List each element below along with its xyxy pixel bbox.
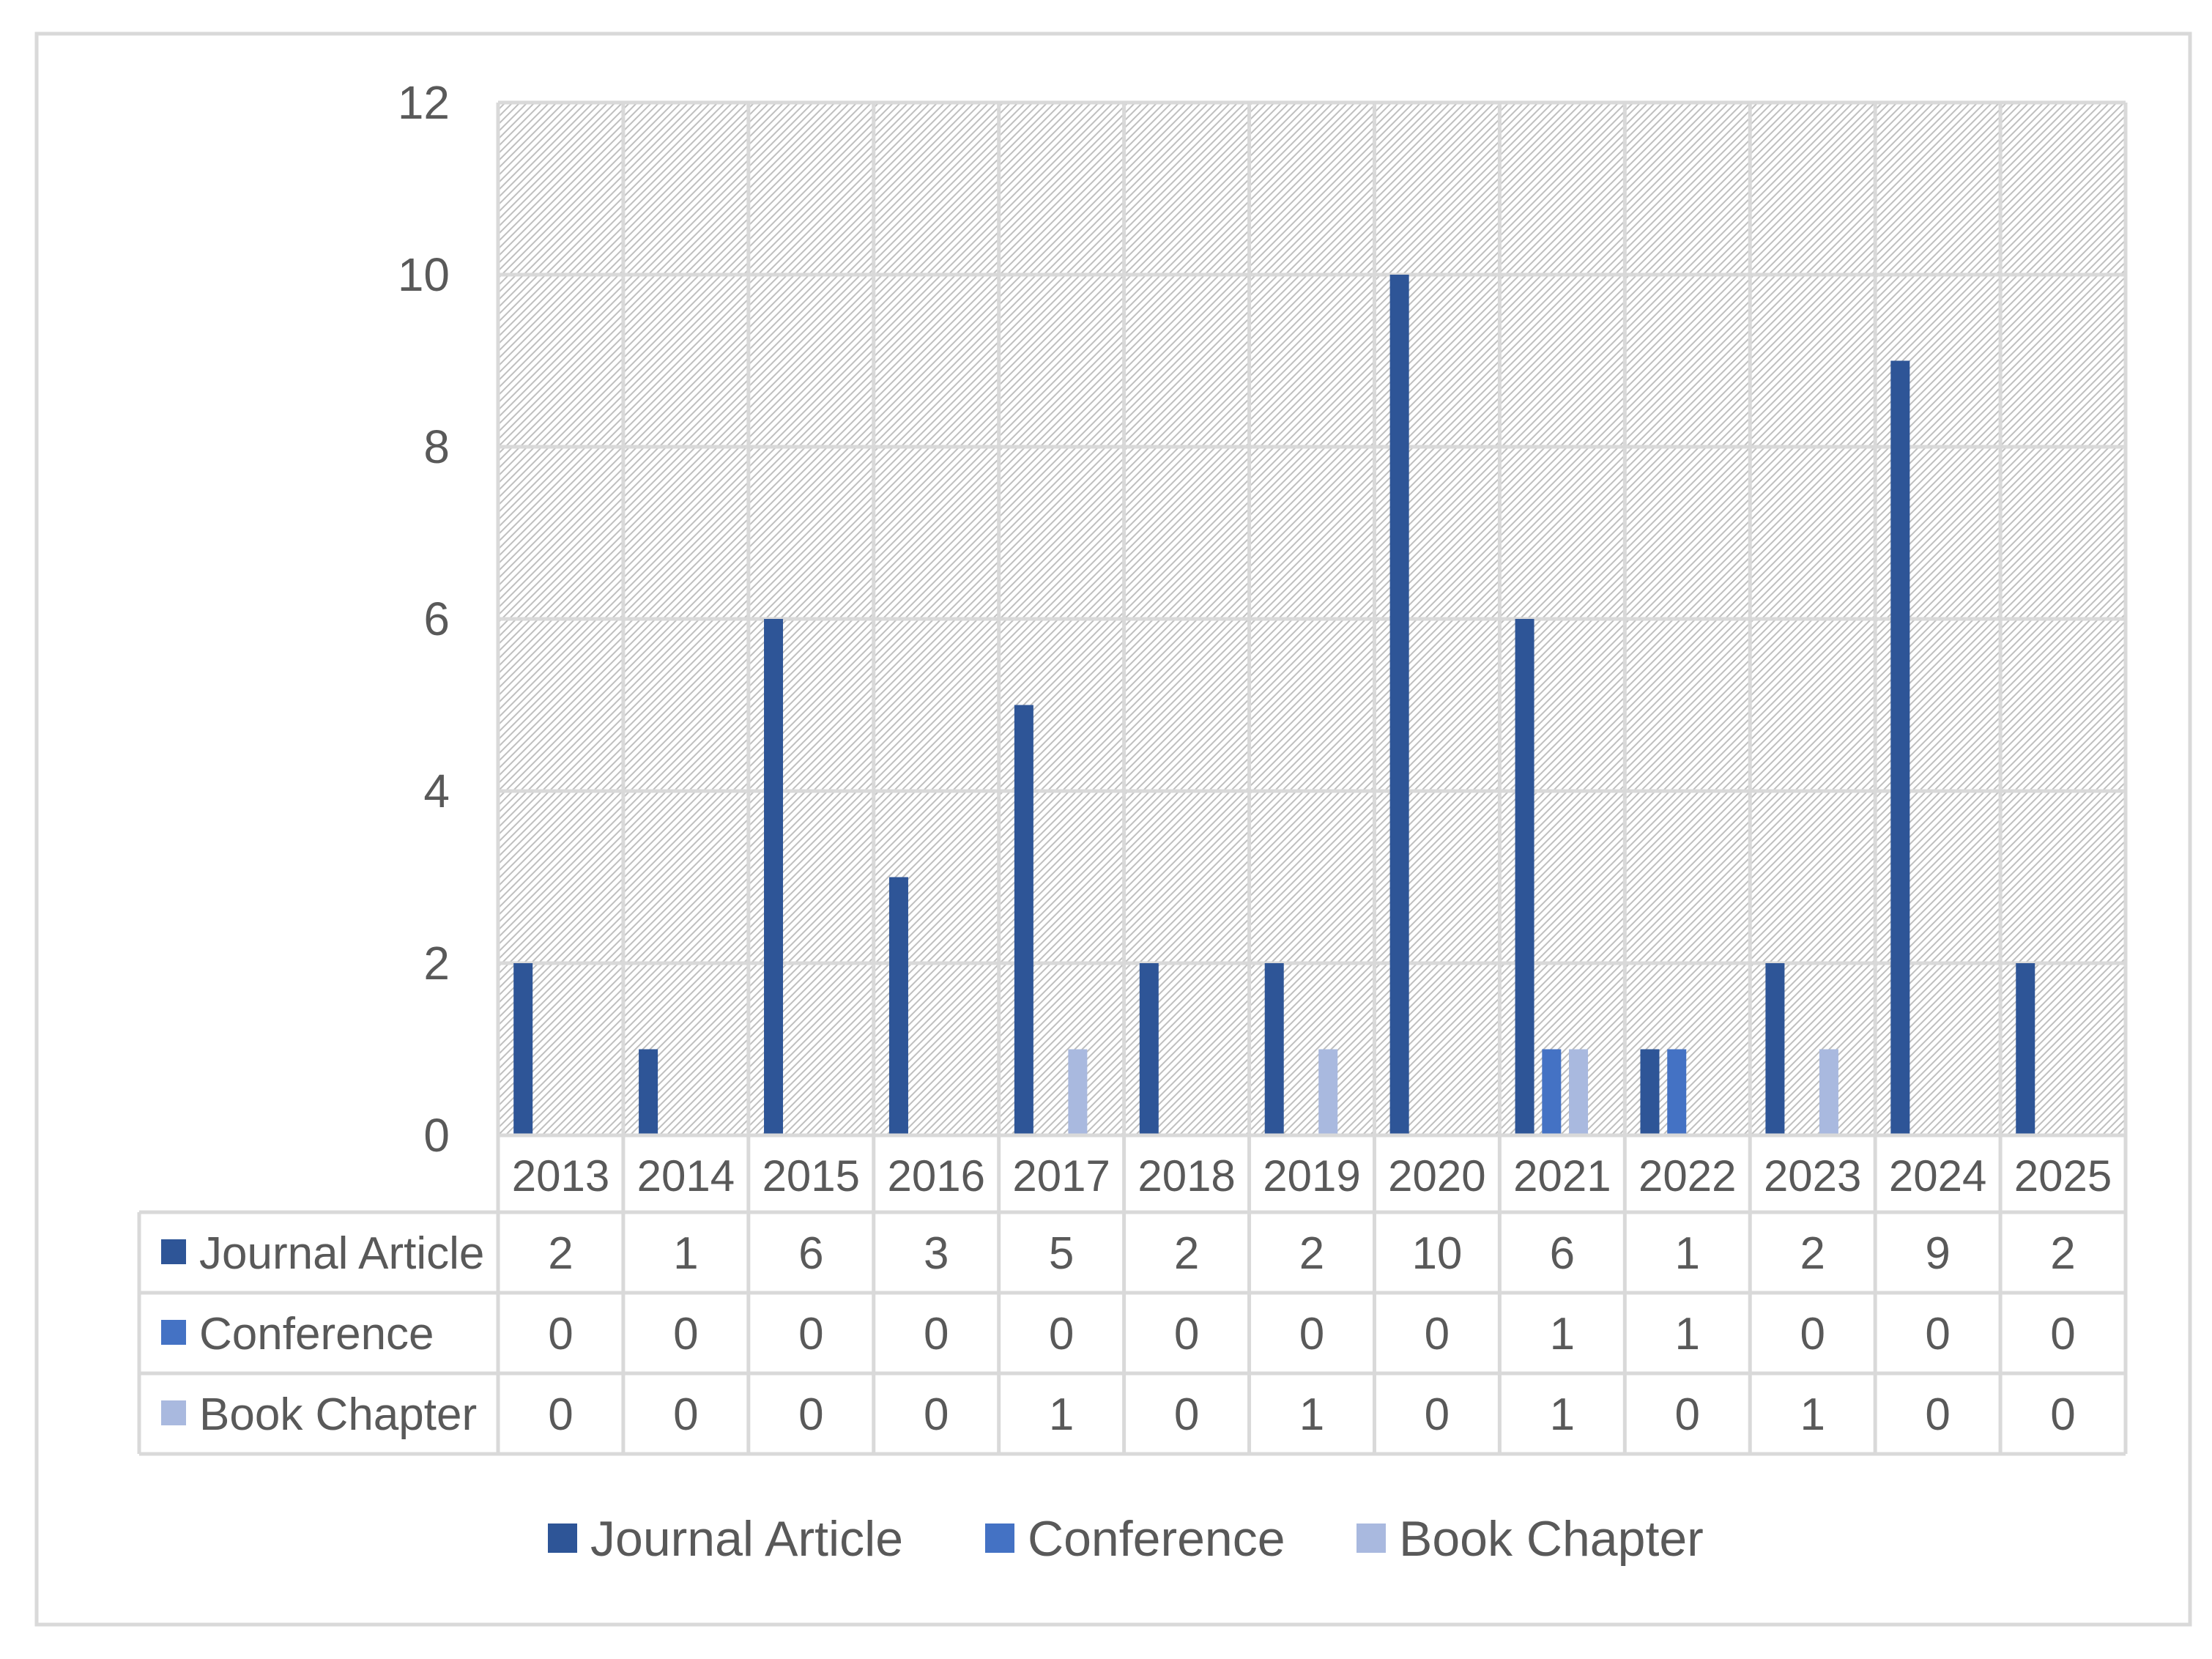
- bar-journal-article-2022: [1640, 1049, 1660, 1135]
- x-tick-label-2019: 2019: [1263, 1151, 1360, 1200]
- bar-book-chapter-2021: [1569, 1049, 1589, 1135]
- table-value-book-chapter-2015: 0: [798, 1389, 823, 1440]
- legend-key-conference: [985, 1523, 1014, 1553]
- table-value-journal-article-2021: 6: [1550, 1228, 1575, 1279]
- table-value-book-chapter-2018: 0: [1174, 1389, 1199, 1440]
- table-value-journal-article-2022: 1: [1675, 1228, 1700, 1279]
- table-value-conference-2024: 0: [1925, 1309, 1950, 1359]
- bar-journal-article-2018: [1139, 963, 1159, 1135]
- y-tick-label-0: 0: [423, 1109, 450, 1162]
- x-tick-label-2015: 2015: [762, 1151, 860, 1200]
- table-value-book-chapter-2019: 1: [1299, 1389, 1324, 1440]
- x-tick-label-2020: 2020: [1388, 1151, 1485, 1200]
- bar-journal-article-2015: [764, 619, 784, 1135]
- x-tick-label-2023: 2023: [1764, 1151, 1861, 1200]
- bar-journal-article-2024: [1890, 360, 1910, 1135]
- table-value-journal-article-2018: 2: [1174, 1228, 1199, 1279]
- table-value-conference-2020: 0: [1425, 1309, 1450, 1359]
- y-tick-label-4: 4: [423, 765, 450, 817]
- x-tick-label-2013: 2013: [512, 1151, 609, 1200]
- x-tick-label-2014: 2014: [637, 1151, 735, 1200]
- y-tick-label-8: 8: [423, 420, 450, 473]
- x-tick-label-2024: 2024: [1889, 1151, 1986, 1200]
- table-value-conference-2019: 0: [1299, 1309, 1324, 1359]
- table-value-book-chapter-2017: 1: [1049, 1389, 1074, 1440]
- table-value-book-chapter-2023: 1: [1800, 1389, 1825, 1440]
- legend-label-conference: Conference: [1028, 1511, 1285, 1567]
- bar-conference-2022: [1667, 1049, 1687, 1135]
- bar-journal-article-2017: [1014, 705, 1033, 1135]
- table-value-journal-article-2025: 2: [2050, 1228, 2075, 1279]
- table-value-book-chapter-2016: 0: [924, 1389, 949, 1440]
- table-value-journal-article-2014: 1: [673, 1228, 698, 1279]
- y-axis: 0 2 4 6 8 10 12: [398, 76, 450, 1162]
- table-value-conference-2025: 0: [2050, 1309, 2075, 1359]
- table-value-journal-article-2024: 9: [1925, 1228, 1950, 1279]
- table-value-journal-article-2017: 5: [1049, 1228, 1074, 1279]
- bar-journal-article-2020: [1389, 275, 1409, 1135]
- bar-journal-article-2014: [639, 1049, 658, 1135]
- legend-key-journal-article: [548, 1523, 577, 1553]
- bar-journal-article-2013: [513, 963, 533, 1135]
- bar-journal-article-2023: [1765, 963, 1785, 1135]
- x-tick-label-2017: 2017: [1012, 1151, 1110, 1200]
- bar-book-chapter-2023: [1819, 1049, 1838, 1135]
- table-value-conference-2014: 0: [673, 1309, 698, 1359]
- table-value-book-chapter-2024: 0: [1925, 1389, 1950, 1440]
- table-key-journal-article: [161, 1239, 186, 1264]
- x-tick-label-2021: 2021: [1513, 1151, 1611, 1200]
- legend-key-book-chapter: [1356, 1523, 1386, 1553]
- table-row-label-conference: Conference: [199, 1309, 434, 1359]
- data-table: 2013 2014 2015 2016 2017 2018 2019 2020 2021 2022…: [137, 1133, 2126, 1456]
- legend: Journal Article Conference Book Chapter: [548, 1511, 1704, 1567]
- table-value-conference-2021: 1: [1550, 1309, 1575, 1359]
- bar-journal-article-2025: [2016, 963, 2035, 1135]
- bar-book-chapter-2017: [1068, 1049, 1088, 1135]
- table-value-conference-2013: 0: [548, 1309, 573, 1359]
- table-value-journal-article-2020: 10: [1411, 1228, 1462, 1279]
- bar-book-chapter-2019: [1318, 1049, 1338, 1135]
- x-tick-label-2025: 2025: [2014, 1151, 2112, 1200]
- table-value-book-chapter-2020: 0: [1425, 1389, 1450, 1440]
- gridlines: [496, 100, 2128, 1454]
- table-value-conference-2023: 0: [1800, 1309, 1825, 1359]
- bars: [513, 275, 2035, 1135]
- y-tick-label-10: 10: [398, 248, 450, 301]
- bar-journal-article-2019: [1264, 963, 1284, 1135]
- table-value-book-chapter-2025: 0: [2050, 1389, 2075, 1440]
- table-value-book-chapter-2022: 0: [1675, 1389, 1700, 1440]
- table-value-conference-2017: 0: [1049, 1309, 1074, 1359]
- table-value-journal-article-2019: 2: [1299, 1228, 1324, 1279]
- legend-label-book-chapter: Book Chapter: [1399, 1511, 1704, 1567]
- table-value-conference-2015: 0: [798, 1309, 823, 1359]
- bar-journal-article-2016: [888, 877, 908, 1135]
- table-value-conference-2022: 1: [1675, 1309, 1700, 1359]
- table-value-book-chapter-2021: 1: [1550, 1389, 1575, 1440]
- x-tick-label-2022: 2022: [1638, 1151, 1736, 1200]
- table-row-label-book-chapter: Book Chapter: [199, 1389, 477, 1440]
- table-value-journal-article-2016: 3: [924, 1228, 949, 1279]
- legend-label-journal-article: Journal Article: [590, 1511, 903, 1567]
- table-value-journal-article-2013: 2: [548, 1228, 573, 1279]
- table-key-conference: [161, 1320, 186, 1345]
- table-value-book-chapter-2014: 0: [673, 1389, 698, 1440]
- y-tick-label-2: 2: [423, 937, 450, 990]
- table-key-book-chapter: [161, 1400, 186, 1425]
- table-row-label-journal-article: Journal Article: [199, 1228, 484, 1279]
- bar-journal-article-2021: [1515, 619, 1534, 1135]
- x-tick-label-2018: 2018: [1137, 1151, 1235, 1200]
- table-value-journal-article-2023: 2: [1800, 1228, 1825, 1279]
- bar-conference-2021: [1542, 1049, 1562, 1135]
- table-value-conference-2018: 0: [1174, 1309, 1199, 1359]
- y-tick-label-6: 6: [423, 593, 450, 645]
- table-value-conference-2016: 0: [924, 1309, 949, 1359]
- y-tick-label-12: 12: [398, 76, 450, 129]
- table-value-book-chapter-2013: 0: [548, 1389, 573, 1440]
- x-tick-label-2016: 2016: [887, 1151, 984, 1200]
- table-value-journal-article-2015: 6: [798, 1228, 823, 1279]
